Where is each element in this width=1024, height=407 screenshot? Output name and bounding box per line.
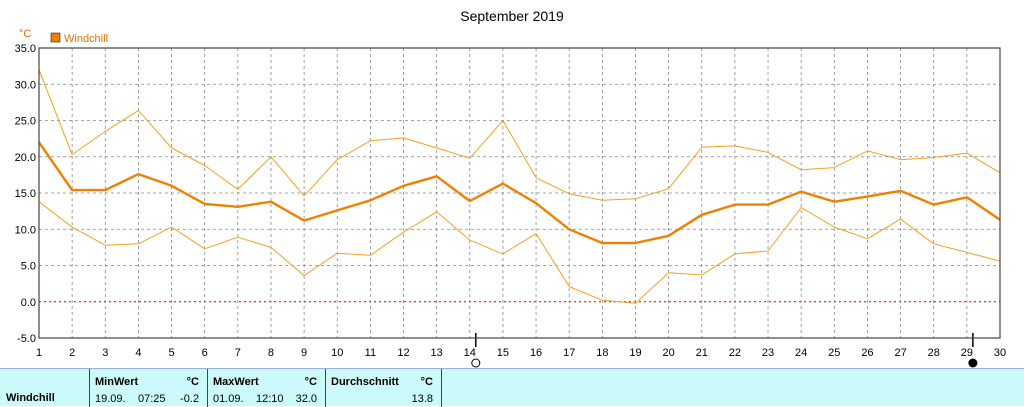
x-tick-label: 29 xyxy=(961,347,973,359)
y-axis-unit: °C xyxy=(19,28,31,40)
series-line-average xyxy=(38,141,1001,245)
stats-row-label: Windchill xyxy=(6,392,55,404)
avg-value-cell: Durchschnitt °C 13.8 xyxy=(325,369,442,407)
series-line-min xyxy=(38,201,1001,304)
x-tick-label: 25 xyxy=(828,347,840,359)
new-moon-icon xyxy=(968,358,978,368)
x-tick-label: 9 xyxy=(301,347,307,359)
y-tick-label: 15.0 xyxy=(15,188,36,200)
legend-label: Windchill xyxy=(64,33,108,45)
x-tick-label: 23 xyxy=(762,347,774,359)
x-tick-label: 14 xyxy=(464,347,476,359)
legend-swatch xyxy=(50,32,61,43)
y-tick-label: 35.0 xyxy=(15,43,36,55)
x-tick-label: 16 xyxy=(530,347,542,359)
avg-value: 13.8 xyxy=(411,393,433,405)
x-tick-label: 13 xyxy=(431,347,443,359)
max-header: MaxWert xyxy=(213,376,259,388)
x-tick-label: 22 xyxy=(729,347,741,359)
x-tick-label: 10 xyxy=(331,347,343,359)
x-tick-label: 11 xyxy=(365,347,376,359)
x-tick-label: 19 xyxy=(629,347,641,359)
x-tick-label: 27 xyxy=(894,347,906,359)
x-tick-label: 2 xyxy=(69,347,75,359)
x-tick-label: 24 xyxy=(795,347,807,359)
x-tick-label: 8 xyxy=(268,347,274,359)
min-value-cell: MinWert °C 19.09. 07:25 -0.2 xyxy=(89,369,207,407)
y-tick-label: 0.0 xyxy=(21,297,36,309)
max-time: 12:10 xyxy=(256,393,284,405)
y-tick-label: -5.0 xyxy=(17,333,36,345)
max-unit: °C xyxy=(304,376,317,388)
x-tick-label: 26 xyxy=(861,347,873,359)
min-value: -0.2 xyxy=(180,393,199,405)
x-tick-label: 6 xyxy=(202,347,208,359)
min-header: MinWert xyxy=(95,376,139,388)
min-date: 19.09. xyxy=(95,393,126,405)
y-tick-label: 25.0 xyxy=(15,116,36,128)
plot-area-frame xyxy=(38,47,1001,339)
axis-labels: -5.00.05.010.015.020.025.030.035.01 2 3 4 5 6… xyxy=(15,43,1006,368)
max-value-cell: MaxWert °C 01.09. 12:10 32.0 xyxy=(207,369,325,407)
chart-title: September 2019 xyxy=(460,8,564,24)
x-tick-label: 28 xyxy=(928,347,940,359)
min-unit: °C xyxy=(186,376,199,388)
x-tick-label: 17 xyxy=(563,347,575,359)
full-moon-icon xyxy=(471,358,481,368)
max-value: 32.0 xyxy=(295,393,317,405)
x-tick-label: 3 xyxy=(102,347,108,359)
chart: September 2019 °C Windchill -5.0 0.0 5.0 10… xyxy=(15,8,1006,368)
x-tick-label: 30 xyxy=(994,347,1006,359)
x-tick-label: 12 xyxy=(397,347,409,359)
x-tick-label: 1 xyxy=(36,347,42,359)
stats-footer: Windchill MinWert °C 19.09. 07:25 -0.2 M… xyxy=(0,368,1024,407)
y-tick-label: 10.0 xyxy=(15,224,36,236)
avg-header: Durchschnitt xyxy=(331,376,399,388)
avg-unit: °C xyxy=(420,376,433,388)
y-tick-label: 20.0 xyxy=(15,152,36,164)
min-time: 07:25 xyxy=(138,393,166,405)
x-tick-label: 20 xyxy=(662,347,674,359)
x-tick-label: 21 xyxy=(696,347,708,359)
series xyxy=(38,69,1001,304)
x-tick-label: 15 xyxy=(497,347,509,359)
x-tick-label: 4 xyxy=(135,347,141,359)
x-tick-label: 18 xyxy=(596,347,608,359)
x-tick-label: 7 xyxy=(235,347,241,359)
series-line-max xyxy=(38,69,1001,201)
max-date: 01.09. xyxy=(213,393,244,405)
x-tick-label: 5 xyxy=(168,347,174,359)
y-tick-label: 5.0 xyxy=(21,261,36,273)
y-tick-label: 30.0 xyxy=(15,79,36,91)
